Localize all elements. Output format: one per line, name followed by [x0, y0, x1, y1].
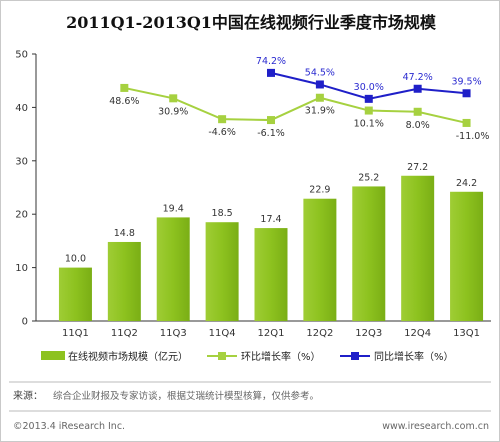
- legend-label-bars: 在线视频市场规模（亿元）: [68, 350, 188, 363]
- qoq-value-label: 31.9%: [305, 106, 335, 117]
- y-axis: 0 10 20 30 40 50: [15, 50, 37, 328]
- bar: [107, 241, 141, 321]
- x-tick-label: 11Q4: [209, 328, 236, 339]
- data-point-marker: [267, 116, 275, 125]
- yoy-value-label: 39.5%: [451, 76, 481, 87]
- legend-marker-yoy: [351, 352, 359, 360]
- bar-value-label: 27.2: [407, 162, 428, 173]
- y-tick-label: 40: [15, 103, 28, 114]
- data-point-marker: [315, 80, 324, 89]
- bar: [254, 228, 288, 321]
- bar-value-label: 18.5: [212, 208, 233, 219]
- legend-marker-qoq: [218, 352, 226, 360]
- bar: [303, 198, 337, 321]
- qoq-value-label: -11.0%: [456, 131, 490, 142]
- bar-value-label: 25.2: [358, 172, 379, 183]
- qoq-value-label: 30.9%: [158, 106, 188, 117]
- x-axis: 11Q1 11Q2 11Q3 11Q4 12Q1 12Q2 12Q3 12Q4 13Q1: [36, 320, 491, 339]
- x-tick-label: 11Q1: [62, 328, 89, 339]
- bar-value-label: 22.9: [309, 185, 330, 196]
- bar: [450, 191, 484, 321]
- data-point-marker: [413, 107, 422, 116]
- qoq-value-label: 10.1%: [354, 119, 384, 130]
- footer-website: www.iresearch.com.cn: [382, 421, 489, 432]
- data-point-marker: [267, 68, 275, 77]
- bar: [401, 175, 435, 321]
- yoy-value-label: 30.0%: [354, 82, 384, 93]
- legend: 在线视频市场规模（亿元） 环比增长率（%） 同比增长率（%）: [41, 350, 454, 363]
- data-point-marker: [364, 94, 373, 103]
- data-point-marker: [364, 106, 373, 115]
- data-point-marker: [120, 83, 129, 92]
- data-point-marker: [315, 93, 324, 102]
- data-point-marker: [218, 115, 227, 124]
- bar-value-label: 14.8: [114, 228, 135, 239]
- data-point-marker: [462, 89, 471, 98]
- x-tick-label: 13Q1: [453, 328, 480, 339]
- footer-copyright: ©2013.4 iResearch Inc.: [13, 421, 125, 432]
- qoq-value-label: -6.1%: [257, 128, 285, 139]
- y-tick-label: 0: [22, 317, 28, 328]
- yoy-line-series: 74.2% 54.5% 30.0% 47.2% 39.5%: [256, 56, 482, 103]
- source-label: 来源：: [13, 389, 43, 402]
- qoq-line: [124, 86, 467, 124]
- data-point-marker: [462, 118, 471, 127]
- x-tick-label: 12Q3: [355, 328, 382, 339]
- bar-value-label: 19.4: [163, 203, 184, 214]
- legend-swatch-bars: [41, 351, 65, 360]
- legend-label-yoy: 同比增长率（%）: [374, 350, 454, 363]
- data-point-marker: [413, 84, 422, 93]
- qoq-line-series: 48.6% 30.9% -4.6% -6.1% 31.9% 10.1% 8.0% -11.0%: [109, 83, 490, 142]
- y-tick-label: 50: [15, 50, 28, 61]
- bar: [205, 222, 239, 321]
- qoq-value-label: 48.6%: [109, 96, 139, 107]
- y-tick-label: 20: [15, 210, 28, 221]
- bar-value-label: 17.4: [260, 214, 281, 225]
- x-tick-label: 12Q4: [404, 328, 431, 339]
- qoq-value-label: -4.6%: [208, 127, 236, 138]
- legend-label-qoq: 环比增长率（%）: [241, 350, 321, 363]
- yoy-value-label: 54.5%: [305, 67, 335, 78]
- bar-value-label: 24.2: [456, 178, 477, 189]
- x-tick-label: 12Q2: [306, 328, 333, 339]
- yoy-value-label: 47.2%: [403, 72, 433, 83]
- qoq-value-label: 8.0%: [406, 120, 430, 131]
- x-tick-label: 12Q1: [258, 328, 285, 339]
- y-tick-label: 10: [15, 263, 28, 274]
- bar: [58, 267, 92, 321]
- data-point-marker: [169, 94, 178, 103]
- yoy-value-label: 74.2%: [256, 56, 286, 67]
- bar-series: 10.0 14.8 19.4 18.5 17.4 22.9 25.2 27.2 24.2: [58, 162, 484, 321]
- bar-value-label: 10.0: [65, 254, 86, 265]
- x-tick-label: 11Q3: [160, 328, 187, 339]
- x-tick-label: 11Q2: [111, 328, 138, 339]
- bar: [156, 217, 190, 321]
- y-tick-label: 30: [15, 156, 28, 167]
- chart-title: 2011Q1-2013Q1中国在线视频行业季度市场规模: [66, 13, 437, 32]
- bar: [352, 186, 386, 321]
- source-text: 综合企业财报及专家访谈，根据艾瑞统计模型核算，仅供参考。: [53, 390, 319, 402]
